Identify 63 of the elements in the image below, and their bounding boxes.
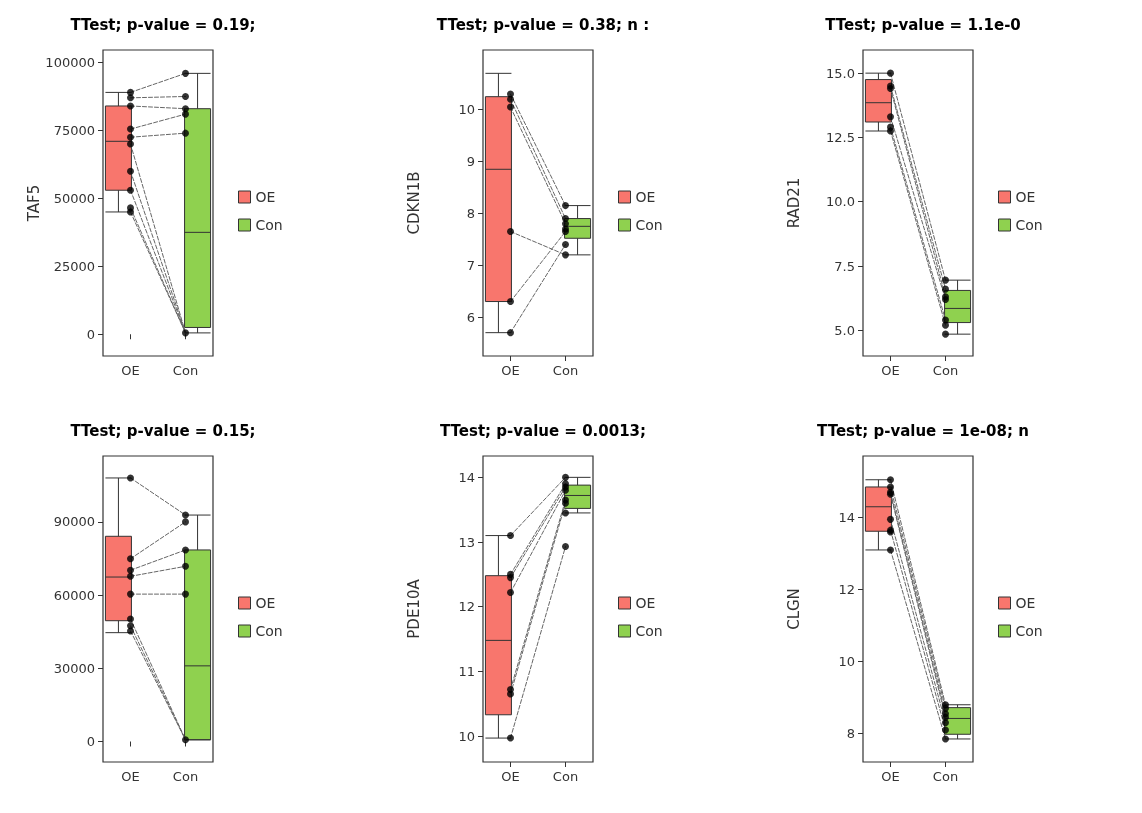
y-tick-label: 50000 xyxy=(53,190,95,206)
y-tick-label: 14 xyxy=(838,510,855,526)
y-tick-label: 10.0 xyxy=(826,194,855,210)
y-axis-title: CDKN1B xyxy=(404,171,423,235)
y-tick-label: 12 xyxy=(458,599,475,615)
y-tick-label: 8 xyxy=(846,726,855,742)
x-tick-label: Con xyxy=(932,769,959,784)
legend-label: OE xyxy=(255,595,276,611)
legend-label: Con xyxy=(635,217,663,233)
legend-label: Con xyxy=(1015,623,1043,639)
x-tick-label: OE xyxy=(121,769,140,784)
y-tick-label: 12.5 xyxy=(826,129,855,145)
chart-title: TTest; p-value = 0.15; xyxy=(70,421,256,440)
y-tick-label: 10 xyxy=(838,654,855,670)
y-tick-label: 0 xyxy=(86,734,95,749)
y-tick-label: 100000 xyxy=(45,55,95,70)
legend-label: OE xyxy=(635,189,656,205)
y-axis-title: CLGN xyxy=(784,588,803,630)
chart-title: TTest; p-value = 0.38; n : xyxy=(436,15,650,34)
legend-label: Con xyxy=(255,217,283,233)
chart-title: TTest; p-value = 1e-08; n xyxy=(817,421,1029,440)
x-tick-label: OE xyxy=(881,363,900,378)
y-tick-label: 15.0 xyxy=(826,65,855,81)
legend-label: Con xyxy=(635,623,663,639)
y-tick-label: 6 xyxy=(466,309,475,325)
x-tick-label: Con xyxy=(552,769,579,784)
legend-label: Con xyxy=(255,623,283,639)
y-tick-label: 0 xyxy=(86,326,95,342)
y-tick-label: 7.5 xyxy=(834,258,855,274)
legend-label: OE xyxy=(1015,595,1036,611)
y-tick-label: 7 xyxy=(466,257,475,273)
x-tick-label: OE xyxy=(121,363,140,378)
y-tick-label: 10 xyxy=(458,728,475,744)
x-tick-label: Con xyxy=(932,363,959,378)
y-tick-label: 11 xyxy=(458,663,475,679)
x-tick-label: OE xyxy=(501,769,520,784)
y-tick-label: 9 xyxy=(466,154,475,170)
y-tick-label: 60000 xyxy=(53,587,95,603)
legend-label: Con xyxy=(1015,217,1043,233)
y-tick-label: 75000 xyxy=(53,122,95,138)
y-tick-label: 90000 xyxy=(53,514,95,530)
chart-title: TTest; p-value = 1.1e-0 xyxy=(825,15,1021,34)
x-tick-label: Con xyxy=(552,363,579,378)
y-tick-label: 13 xyxy=(458,534,475,550)
legend-label: OE xyxy=(255,189,276,205)
x-tick-label: Con xyxy=(172,363,199,378)
x-tick-label: OE xyxy=(881,769,900,784)
x-tick-label: Con xyxy=(172,769,199,784)
y-tick-label: 14 xyxy=(458,469,475,485)
y-tick-label: 8 xyxy=(466,205,475,221)
y-axis-title: PDE10A xyxy=(404,578,423,639)
y-tick-label: 12 xyxy=(838,582,855,598)
y-axis-title: RAD21 xyxy=(784,177,803,229)
chart-title: TTest; p-value = 0.0013; xyxy=(439,421,647,440)
legend-label: OE xyxy=(635,595,656,611)
x-tick-label: OE xyxy=(501,363,520,378)
y-tick-label: 30000 xyxy=(53,660,95,676)
y-tick-label: 25000 xyxy=(53,258,95,274)
y-axis-title: TAF5 xyxy=(24,184,43,223)
y-tick-label: 10 xyxy=(458,102,475,118)
y-tick-label: 5.0 xyxy=(834,322,855,338)
legend-label: OE xyxy=(1015,189,1036,205)
chart-title: TTest; p-value = 0.19; xyxy=(70,15,256,34)
